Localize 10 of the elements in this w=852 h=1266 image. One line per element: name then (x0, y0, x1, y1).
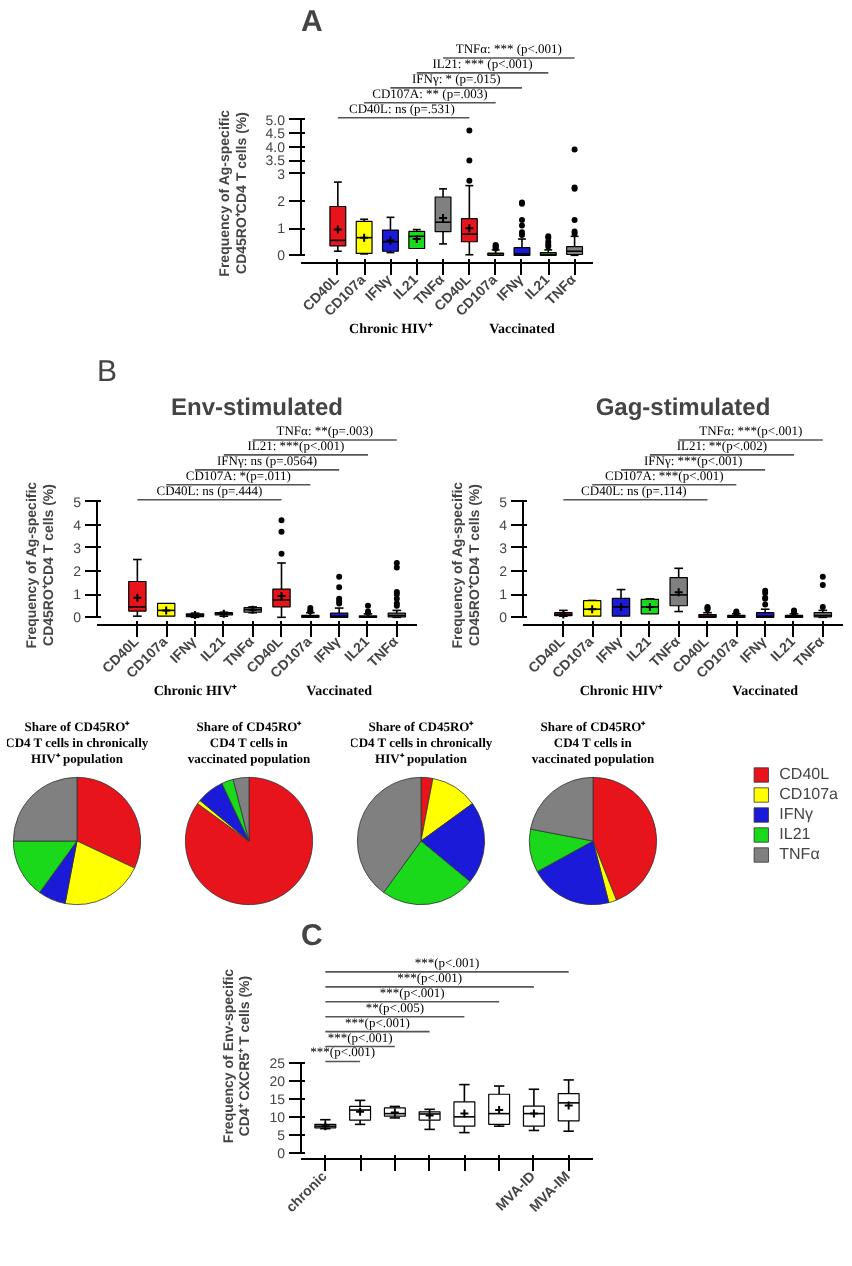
text: B (97, 355, 118, 389)
legend-label: IFNγ (779, 804, 816, 822)
chart-title: A (301, 5, 323, 39)
legend-label: CD107a (779, 784, 838, 802)
chart-title: Env-stimulated (170, 393, 344, 421)
legend-label: TNFα (779, 844, 820, 862)
legend-label: CD40L (779, 764, 830, 782)
chart-title: Gag-stimulated (595, 393, 771, 421)
legend-label: IL21 (779, 824, 813, 842)
chart-title: C (301, 919, 323, 953)
